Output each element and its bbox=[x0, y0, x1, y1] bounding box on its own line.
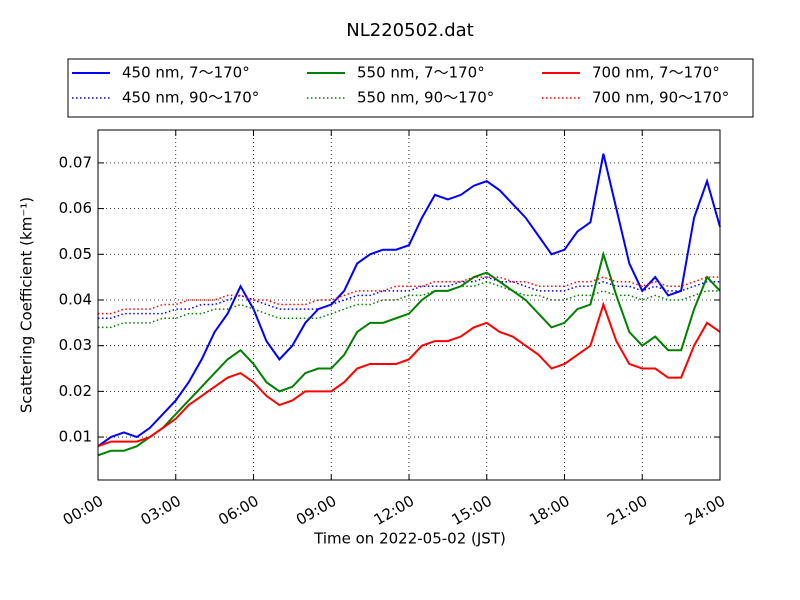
legend-label: 700 nm, 7～170° bbox=[592, 64, 720, 82]
legend-label: 550 nm, 90～170° bbox=[357, 89, 494, 107]
legend-label: 550 nm, 7～170° bbox=[357, 64, 485, 82]
x-tick-label: 24:00 bbox=[682, 492, 728, 529]
chart-title: NL220502.dat bbox=[346, 20, 473, 41]
legend-label: 700 nm, 90～170° bbox=[592, 89, 729, 107]
x-axis-label: Time on 2022-05-02 (JST) bbox=[313, 530, 506, 548]
legend-box bbox=[67, 58, 754, 118]
x-tick-label: 18:00 bbox=[526, 492, 572, 529]
data-line bbox=[97, 301, 721, 448]
data-line bbox=[97, 153, 721, 448]
y-tick-label: 0.07 bbox=[59, 153, 92, 171]
y-tick-label: 0.06 bbox=[59, 199, 92, 217]
x-tick-label: 15:00 bbox=[449, 492, 495, 529]
y-tick-label: 0.03 bbox=[59, 336, 92, 354]
x-tick-label: 12:00 bbox=[371, 492, 417, 529]
data-line bbox=[98, 276, 720, 320]
legend-label: 450 nm, 7～170° bbox=[122, 64, 250, 82]
x-tick-label: 09:00 bbox=[293, 492, 339, 529]
y-tick-label: 0.01 bbox=[59, 428, 92, 446]
data-line bbox=[98, 280, 720, 329]
legend-label: 450 nm, 90～170° bbox=[122, 89, 259, 107]
y-axis-label: Scattering Coefficient (km⁻¹) bbox=[18, 197, 36, 413]
x-tick-label: 03:00 bbox=[138, 492, 184, 529]
plot-frame bbox=[97, 129, 721, 481]
x-tick-label: 00:00 bbox=[60, 492, 106, 529]
y-tick-label: 0.02 bbox=[59, 382, 92, 400]
x-tick-label: 21:00 bbox=[604, 492, 650, 529]
x-tick-label: 06:00 bbox=[215, 492, 261, 529]
y-tick-label: 0.04 bbox=[59, 290, 92, 308]
y-tick-label: 0.05 bbox=[59, 245, 92, 263]
